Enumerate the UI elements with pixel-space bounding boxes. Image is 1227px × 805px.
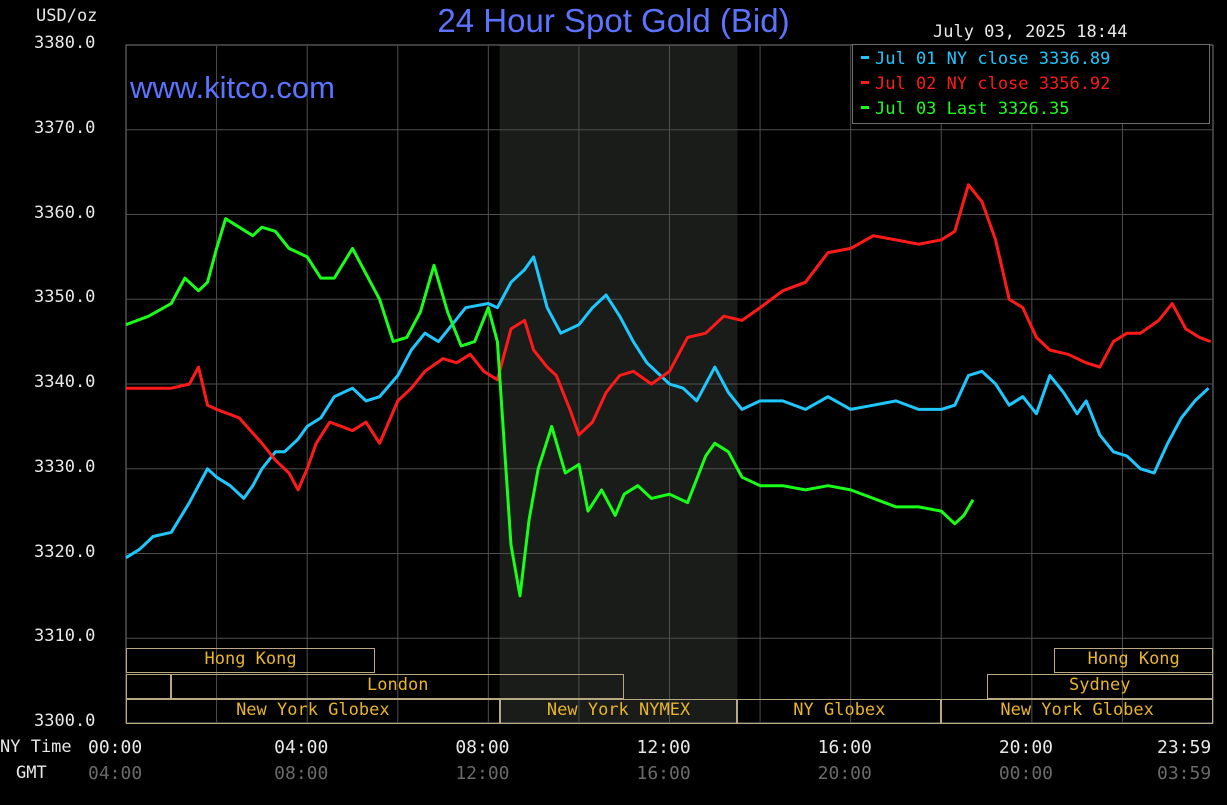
x-tick-label-gmt: 08:00 xyxy=(274,763,329,784)
x-tick-label-ny: 00:00 xyxy=(88,737,143,758)
website-watermark: www.kitco.com xyxy=(130,70,335,105)
legend-swatch xyxy=(861,55,869,59)
market-session-bar: Sydney xyxy=(986,674,1213,699)
market-session-bar: New York Globex xyxy=(126,699,500,724)
x-tick-label-ny: 08:00 xyxy=(455,737,510,758)
legend-label: Jul 01 NY close 3336.89 xyxy=(875,49,1111,69)
y-tick-label: 3380.0 xyxy=(34,33,96,53)
x-tick-label-ny: 12:00 xyxy=(636,737,691,758)
legend-label: Jul 03 Last 3326.35 xyxy=(875,99,1070,119)
x-tick-label-gmt: 03:59 xyxy=(1157,763,1212,784)
x-tick-label-gmt: 00:00 xyxy=(998,763,1054,784)
market-session-bar: Hong Kong xyxy=(126,648,376,673)
x-tick-label-ny: 04:00 xyxy=(274,737,329,758)
legend-entry-jul02: Jul 02 NY close 3356.92 xyxy=(861,72,1209,97)
x-tick-label-gmt: 20:00 xyxy=(817,763,872,784)
chart-title: 24 Hour Spot Gold (Bid) xyxy=(437,2,790,39)
unit-label: USD/oz xyxy=(36,6,98,26)
legend: Jul 01 NY close 3336.89 Jul 02 NY close … xyxy=(852,44,1210,124)
x-tick-label-ny: 20:00 xyxy=(998,737,1054,758)
y-tick-label: 3320.0 xyxy=(34,541,96,562)
legend-swatch xyxy=(861,105,869,109)
x-tick-label-gmt: 12:00 xyxy=(455,763,510,784)
y-tick-label: 3350.0 xyxy=(34,287,96,308)
ny-time-axis-label: NY Time xyxy=(0,737,72,757)
series-line-3 xyxy=(125,217,975,598)
x-tick-label-gmt: 16:00 xyxy=(636,763,691,784)
timestamp: July 03, 2025 18:44 xyxy=(933,22,1128,42)
market-session-bar: London xyxy=(171,674,625,699)
market-session-bar xyxy=(126,674,172,699)
series-line-2 xyxy=(126,183,1212,492)
y-tick-label: 3360.0 xyxy=(34,202,96,223)
x-tick-label-ny: 23:59 xyxy=(1157,737,1212,758)
market-session-bar: New York NYMEX xyxy=(499,699,738,724)
market-session-bar: NY Globex xyxy=(737,699,942,724)
market-session-bar: Hong Kong xyxy=(1054,648,1213,673)
x-tick-label-gmt: 04:00 xyxy=(88,763,143,784)
market-session-bar: New York Globex xyxy=(941,699,1213,724)
y-tick-label: 3300.0 xyxy=(34,711,96,731)
x-tick-label-ny: 16:00 xyxy=(817,737,872,758)
legend-entry-jul03: Jul 03 Last 3326.35 xyxy=(861,97,1209,122)
y-tick-label: 3330.0 xyxy=(34,456,96,477)
gmt-axis-label: GMT xyxy=(16,763,47,783)
y-tick-label: 3340.0 xyxy=(34,372,96,392)
series-line-1 xyxy=(125,255,1210,559)
legend-entry-jul01: Jul 01 NY close 3336.89 xyxy=(861,47,1209,72)
legend-label: Jul 02 NY close 3356.92 xyxy=(875,74,1111,94)
y-tick-label: 3370.0 xyxy=(34,117,96,138)
legend-swatch xyxy=(861,80,869,84)
y-tick-label: 3310.0 xyxy=(34,626,96,647)
